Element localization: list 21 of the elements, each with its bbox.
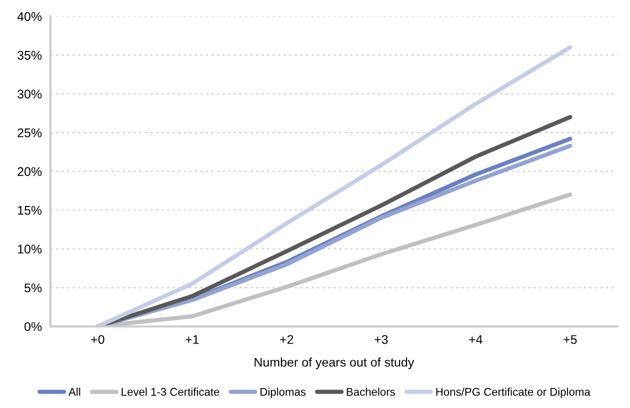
legend-label: Bachelors [346,388,395,396]
legend-label: Level 1-3 Certificate [122,388,220,396]
x-tick-label: +2 [280,335,294,344]
y-tick-label: 25% [18,128,42,138]
legend-label: Hons/PG Certificate or Diploma [436,388,590,398]
x-tick-label: +5 [564,335,577,344]
x-axis-title: Number of years out of study [254,357,414,370]
legend-label: All [68,388,80,396]
y-tick-label: 15% [18,206,42,215]
y-tick-label: 40% [17,12,42,21]
y-tick-label: 30% [18,90,42,98]
x-tick-label: +1 [186,335,199,344]
y-tick-label: 0% [24,322,42,332]
y-tick-label: 10% [18,244,42,254]
y-tick-label: 20% [18,167,42,176]
legend-label: Diplomas [260,388,306,398]
x-tick-label: +3 [374,335,388,344]
y-tick-label: 5% [24,283,42,292]
x-tick-label: +4 [469,335,482,344]
x-tick-label: +0 [91,335,104,344]
y-tick-label: 35% [18,50,42,60]
